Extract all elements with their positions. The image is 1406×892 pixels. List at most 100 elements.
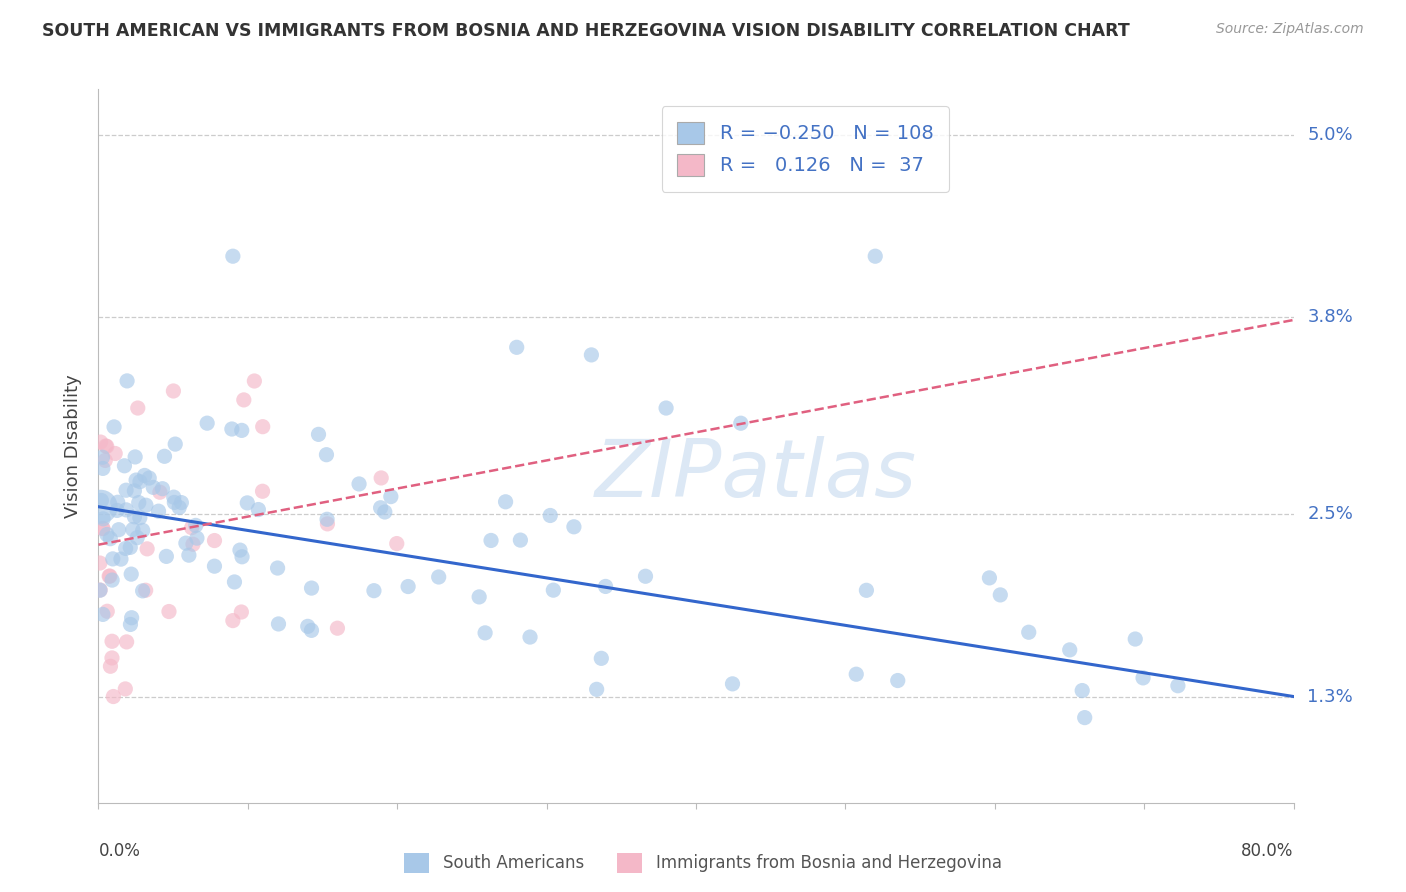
Point <box>1071 683 1094 698</box>
Point <box>142 480 165 494</box>
Point <box>124 483 146 498</box>
Point <box>91 450 114 465</box>
Point <box>98 532 121 546</box>
Point <box>114 681 136 696</box>
Point <box>124 450 146 464</box>
Point <box>252 484 274 499</box>
Point <box>149 485 172 500</box>
Point <box>148 504 170 518</box>
Point <box>115 503 138 517</box>
Point <box>107 523 129 537</box>
Point <box>315 448 337 462</box>
Point <box>110 552 132 566</box>
Point <box>222 249 245 263</box>
Point <box>374 505 396 519</box>
Point <box>370 471 392 485</box>
Point <box>107 495 129 509</box>
Point <box>152 482 174 496</box>
Point <box>163 490 186 504</box>
Point <box>94 439 117 453</box>
Point <box>128 510 150 524</box>
Point <box>591 651 613 665</box>
Point <box>89 556 111 570</box>
Point <box>495 495 517 509</box>
Point <box>865 249 887 263</box>
Point <box>370 500 392 515</box>
Text: Source: ZipAtlas.com: Source: ZipAtlas.com <box>1216 22 1364 37</box>
Point <box>114 458 136 473</box>
Point <box>474 625 496 640</box>
Point <box>468 590 491 604</box>
Point <box>163 495 186 509</box>
Point <box>1059 643 1081 657</box>
Point <box>730 416 752 430</box>
Point <box>103 420 125 434</box>
Point <box>98 569 121 583</box>
Point <box>167 500 190 515</box>
Point <box>125 473 148 487</box>
Point <box>845 667 868 681</box>
Point <box>98 569 121 583</box>
Point <box>127 531 149 545</box>
Point <box>1073 710 1095 724</box>
Point <box>887 673 910 688</box>
Point <box>89 435 111 450</box>
Point <box>1167 679 1189 693</box>
Point <box>595 579 617 593</box>
Text: 0.0%: 0.0% <box>98 842 141 860</box>
Text: 5.0%: 5.0% <box>1308 126 1353 144</box>
Point <box>89 582 111 597</box>
Point <box>479 533 502 548</box>
Point <box>136 541 159 556</box>
Point <box>91 607 114 622</box>
Point <box>634 569 657 583</box>
Legend: South Americans, Immigrants from Bosnia and Herzegovina: South Americans, Immigrants from Bosnia … <box>398 847 1008 880</box>
Point <box>134 468 156 483</box>
Point <box>308 427 330 442</box>
Point <box>252 419 274 434</box>
Point <box>543 583 565 598</box>
Point <box>232 392 254 407</box>
Point <box>90 493 112 508</box>
Point <box>115 635 138 649</box>
Point <box>721 677 744 691</box>
Point <box>222 614 245 628</box>
Point <box>396 580 419 594</box>
Point <box>855 583 877 598</box>
Point <box>115 483 138 498</box>
Point <box>221 422 243 436</box>
Point <box>131 524 153 538</box>
Point <box>94 453 117 467</box>
Point <box>506 340 529 354</box>
Point <box>180 521 202 535</box>
Point <box>229 543 252 558</box>
Point <box>124 509 146 524</box>
Point <box>1018 625 1040 640</box>
Point <box>363 583 385 598</box>
Point <box>101 573 124 587</box>
Point <box>385 536 408 550</box>
Point <box>104 446 127 460</box>
Point <box>655 401 678 415</box>
Point <box>114 541 136 556</box>
Point <box>195 416 218 430</box>
Point <box>243 374 266 388</box>
Point <box>519 630 541 644</box>
Point <box>131 583 153 598</box>
Point <box>247 502 270 516</box>
Point <box>326 621 349 635</box>
Point <box>347 477 370 491</box>
Point <box>96 604 118 618</box>
Point <box>1123 632 1146 646</box>
Point <box>120 567 142 582</box>
Point <box>162 384 184 398</box>
Text: 80.0%: 80.0% <box>1241 842 1294 860</box>
Point <box>204 533 226 548</box>
Point <box>100 659 122 673</box>
Text: 2.5%: 2.5% <box>1308 506 1354 524</box>
Point <box>267 616 290 631</box>
Point <box>122 523 145 537</box>
Point <box>174 536 197 550</box>
Point <box>101 651 124 665</box>
Point <box>165 437 187 451</box>
